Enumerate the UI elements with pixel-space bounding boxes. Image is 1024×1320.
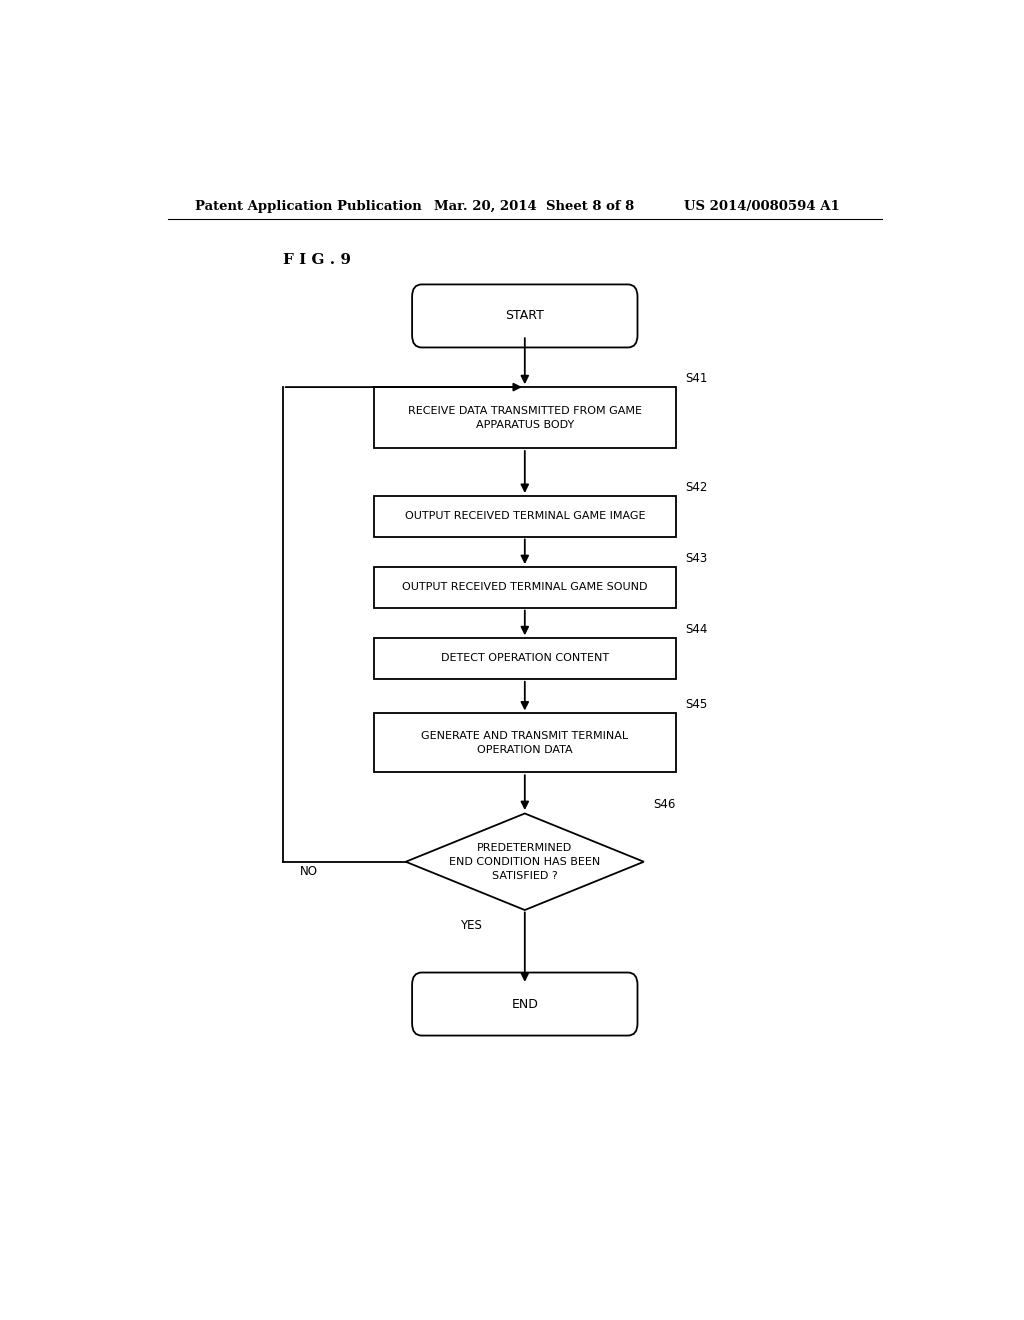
Text: GENERATE AND TRANSMIT TERMINAL
OPERATION DATA: GENERATE AND TRANSMIT TERMINAL OPERATION… bbox=[421, 731, 629, 755]
Text: END: END bbox=[511, 998, 539, 1011]
Text: S42: S42 bbox=[685, 480, 708, 494]
Text: S44: S44 bbox=[685, 623, 708, 636]
Text: S46: S46 bbox=[653, 799, 676, 812]
Bar bbox=[374, 713, 676, 772]
Bar bbox=[374, 568, 676, 607]
Text: DETECT OPERATION CONTENT: DETECT OPERATION CONTENT bbox=[440, 653, 609, 664]
Text: S45: S45 bbox=[685, 698, 708, 711]
Text: PREDETERMINED
END CONDITION HAS BEEN
SATISFIED ?: PREDETERMINED END CONDITION HAS BEEN SAT… bbox=[450, 842, 600, 880]
FancyBboxPatch shape bbox=[412, 973, 638, 1036]
Text: Mar. 20, 2014  Sheet 8 of 8: Mar. 20, 2014 Sheet 8 of 8 bbox=[433, 199, 634, 213]
Text: START: START bbox=[506, 309, 544, 322]
Text: OUTPUT RECEIVED TERMINAL GAME SOUND: OUTPUT RECEIVED TERMINAL GAME SOUND bbox=[402, 582, 647, 593]
Bar bbox=[374, 496, 676, 536]
Text: RECEIVE DATA TRANSMITTED FROM GAME
APPARATUS BODY: RECEIVE DATA TRANSMITTED FROM GAME APPAR… bbox=[408, 405, 642, 429]
Text: YES: YES bbox=[460, 919, 481, 932]
Text: NO: NO bbox=[300, 866, 317, 878]
FancyBboxPatch shape bbox=[412, 284, 638, 347]
Polygon shape bbox=[406, 813, 644, 909]
Text: US 2014/0080594 A1: US 2014/0080594 A1 bbox=[684, 199, 840, 213]
Bar bbox=[374, 638, 676, 678]
Text: S43: S43 bbox=[685, 552, 708, 565]
Text: OUTPUT RECEIVED TERMINAL GAME IMAGE: OUTPUT RECEIVED TERMINAL GAME IMAGE bbox=[404, 511, 645, 521]
Text: S41: S41 bbox=[685, 372, 708, 385]
Text: F I G . 9: F I G . 9 bbox=[283, 253, 351, 267]
Bar bbox=[374, 387, 676, 447]
Text: Patent Application Publication: Patent Application Publication bbox=[196, 199, 422, 213]
